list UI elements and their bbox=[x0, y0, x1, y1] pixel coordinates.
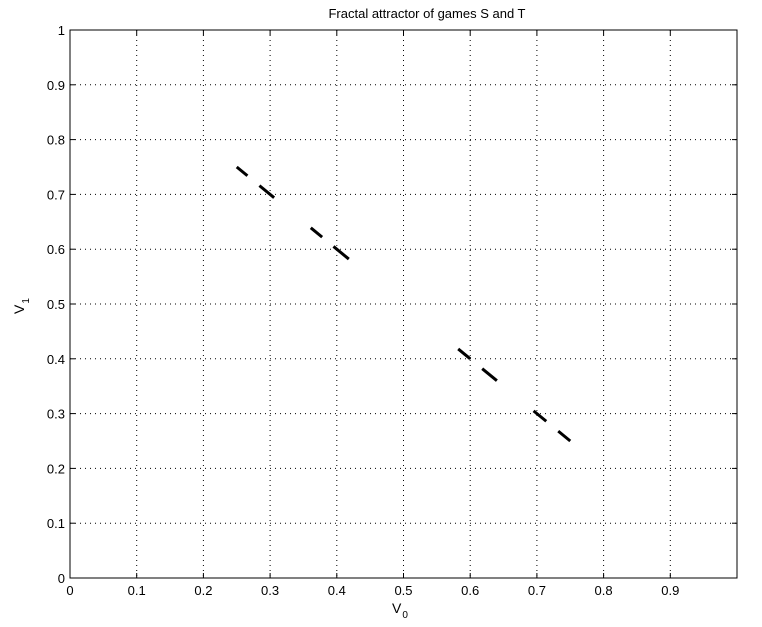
x-tick-label: 0.9 bbox=[661, 583, 679, 598]
y-axis-label-sub: 1 bbox=[21, 298, 32, 304]
y-tick-label: 0.8 bbox=[47, 133, 65, 148]
y-tick-label: 0.2 bbox=[47, 461, 65, 476]
svg-text:V1: V1 bbox=[11, 298, 32, 314]
y-tick-label: 0.9 bbox=[47, 78, 65, 93]
chart-title: Fractal attractor of games S and T bbox=[328, 6, 525, 21]
attractor-segment bbox=[258, 184, 276, 199]
x-tick-label: 0.5 bbox=[394, 583, 412, 598]
y-tick-label: 1 bbox=[58, 23, 65, 38]
y-tick-label: 0.5 bbox=[47, 297, 65, 312]
x-tick-label: 0.7 bbox=[528, 583, 546, 598]
attractor-segment bbox=[235, 165, 249, 177]
x-axis-label-sub: 0 bbox=[402, 610, 408, 621]
x-tick-label: 0.8 bbox=[595, 583, 613, 598]
attractor-segment bbox=[532, 409, 548, 423]
y-tick-label: 0.6 bbox=[47, 242, 65, 257]
x-tick-label: 0 bbox=[66, 583, 73, 598]
x-tick-label: 0.4 bbox=[328, 583, 346, 598]
attractor-segment bbox=[309, 226, 324, 239]
x-tick-label: 0.6 bbox=[461, 583, 479, 598]
attractor-segment bbox=[332, 245, 350, 261]
data-points bbox=[235, 165, 572, 443]
attractor-segment bbox=[481, 367, 498, 382]
y-tick-label: 0.7 bbox=[47, 187, 65, 202]
x-axis-label: V0 bbox=[392, 600, 408, 621]
y-tick-label: 0.3 bbox=[47, 407, 65, 422]
x-tick-label: 0.2 bbox=[194, 583, 212, 598]
svg-text:V0: V0 bbox=[392, 600, 408, 621]
x-tick-label: 0.3 bbox=[261, 583, 279, 598]
x-axis-label-main: V bbox=[392, 600, 402, 616]
plot-frame bbox=[69, 29, 738, 579]
y-axis-label: V1 bbox=[11, 298, 32, 314]
y-axis-label-main: V bbox=[11, 304, 27, 314]
grid-lines bbox=[70, 30, 737, 578]
y-tick-label: 0 bbox=[58, 571, 65, 586]
x-tick-labels: 0 0.1 0.2 0.3 0.4 0.5 0.6 0.7 0.8 0.9 bbox=[66, 583, 679, 598]
y-tick-labels: 0 0.1 0.2 0.3 0.4 0.5 0.6 0.7 0.8 0.9 1 bbox=[47, 23, 65, 586]
y-tick-label: 0.4 bbox=[47, 352, 65, 367]
attractor-segment bbox=[457, 347, 472, 360]
x-tick-label: 0.1 bbox=[128, 583, 146, 598]
attractor-segment bbox=[557, 429, 572, 443]
y-tick-label: 0.1 bbox=[47, 516, 65, 531]
